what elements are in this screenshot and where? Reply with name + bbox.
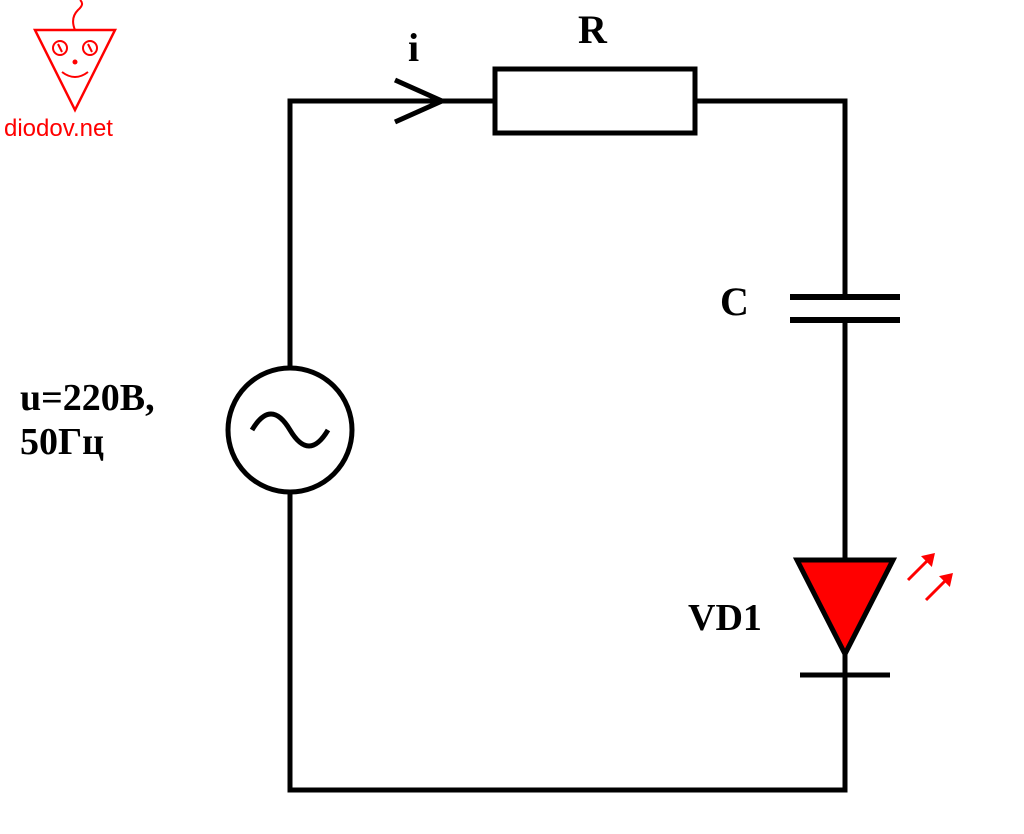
logo-icon	[35, 0, 115, 110]
led-label: VD1	[688, 596, 762, 640]
resistor-label: R	[578, 6, 607, 53]
ac-source-symbol	[228, 368, 352, 492]
capacitor-label: C	[720, 278, 749, 325]
led-emission-icon	[908, 555, 951, 600]
capacitor-symbol	[790, 297, 900, 320]
source-label-line1: u=220В,	[20, 376, 155, 420]
resistor-symbol	[495, 69, 695, 133]
source-label-line2: 50Гц	[20, 420, 104, 464]
led-symbol	[797, 555, 951, 675]
circuit-wires	[290, 101, 845, 790]
current-label: i	[408, 24, 419, 71]
logo-text: diodov.net	[4, 115, 113, 143]
